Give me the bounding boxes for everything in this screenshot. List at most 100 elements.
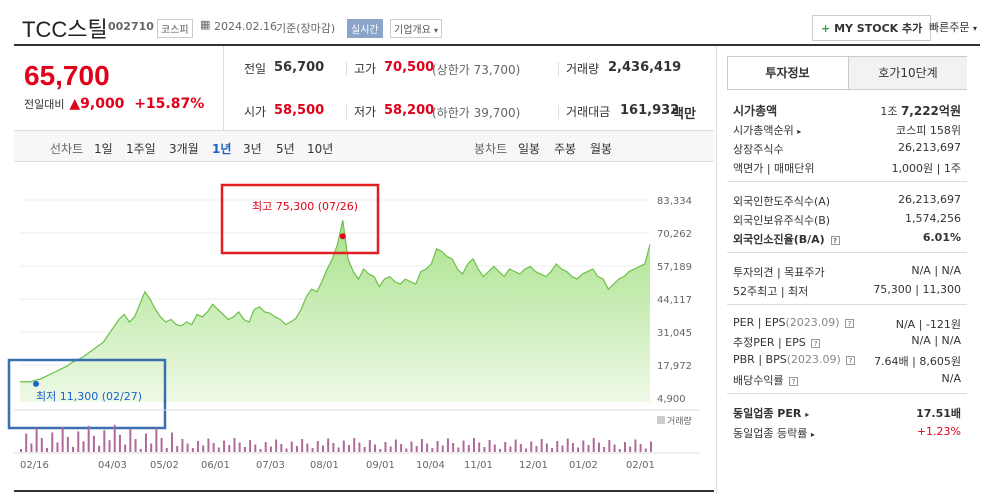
header-divider — [14, 44, 980, 46]
volume-bar — [275, 439, 278, 452]
volume-bar — [353, 438, 356, 452]
period-10y[interactable]: 10년 — [307, 142, 334, 156]
period-1y[interactable]: 1년 — [212, 142, 232, 156]
foreign-ratio-row: 외국인소진율(B/A) ? 6.01% — [733, 231, 961, 246]
shares-row: 상장주식수 26,213,697 — [733, 141, 961, 156]
volume-bar — [144, 433, 147, 452]
sector-change-row: 동일업종 등락률 ▸ +1.23% — [733, 425, 961, 440]
volume-bar — [597, 442, 600, 452]
prev-label: 전일 — [244, 62, 267, 76]
panel-divider — [716, 46, 717, 494]
volume-bar — [618, 449, 621, 452]
divider — [727, 393, 967, 394]
volume-bar — [582, 440, 585, 452]
volume-label: 거래량 — [566, 62, 600, 76]
y-tick-label: 4,900 — [657, 394, 686, 405]
volume-bar — [478, 442, 481, 452]
help-icon[interactable]: ? — [846, 355, 856, 365]
tab-order-book[interactable]: 호가10단계 — [848, 57, 967, 89]
company-overview-button[interactable]: 기업개요 ▾ — [390, 19, 443, 38]
volume-bar — [556, 441, 559, 452]
calendar-icon: ▦ — [200, 18, 211, 31]
x-tick-label: 11/01 — [464, 460, 493, 471]
period-1d[interactable]: 1일 — [94, 142, 113, 156]
low-marker — [33, 380, 39, 387]
volume-bar — [46, 447, 49, 452]
period-5y[interactable]: 5년 — [276, 142, 295, 156]
x-tick-label: 09/01 — [366, 460, 395, 471]
volume-bar — [415, 446, 418, 452]
volume-bar — [431, 448, 434, 452]
volume-bar — [290, 441, 293, 452]
volume-bar — [608, 440, 611, 452]
volume-bar — [269, 446, 272, 452]
x-tick-label: 02/16 — [20, 460, 49, 471]
line-chart-label: 선차트 — [50, 142, 84, 156]
up-triangle-icon: ▲ — [69, 96, 81, 112]
volume-bar — [311, 448, 314, 452]
volume-bar — [457, 447, 460, 452]
volume-bar — [295, 446, 298, 452]
y-tick-label: 31,045 — [657, 328, 692, 339]
quick-order-link[interactable]: 빠른주문 ▾ — [929, 21, 977, 34]
y-tick-label: 57,189 — [657, 262, 692, 273]
volume-bar — [56, 442, 59, 452]
x-tick-label: 05/02 — [150, 460, 179, 471]
volume-bar — [472, 438, 475, 452]
plus-icon: + — [821, 22, 831, 35]
candle-monthly[interactable]: 월봉 — [590, 142, 613, 156]
volume-bar — [113, 424, 116, 452]
my-stock-button[interactable]: + MY STOCK 추가 — [812, 15, 932, 41]
period-3m[interactable]: 3개월 — [169, 142, 199, 156]
amount-unit: 백만 — [672, 107, 696, 122]
help-icon[interactable]: ? — [811, 338, 821, 348]
x-tick-label: 10/04 — [416, 460, 445, 471]
y-tick-label: 17,972 — [657, 361, 692, 372]
period-3y[interactable]: 3년 — [243, 142, 262, 156]
low-annotation: 최저 11,300 (02/27) — [36, 390, 142, 403]
divider — [346, 62, 347, 76]
help-icon[interactable]: ? — [845, 318, 855, 328]
volume-bar — [61, 427, 64, 452]
footer-divider — [14, 490, 714, 492]
x-tick-label: 02/01 — [626, 460, 655, 471]
volume-bar — [249, 440, 252, 452]
volume-bar — [285, 448, 288, 452]
help-icon[interactable]: ? — [789, 376, 799, 386]
prev-value: 56,700 — [274, 60, 325, 75]
period-1w[interactable]: 1주일 — [126, 142, 156, 156]
y-tick-label: 44,117 — [657, 295, 692, 306]
volume-bar — [197, 441, 200, 452]
realtime-badge[interactable]: 실시간 — [347, 19, 383, 38]
volume-value: 2,436,419 — [608, 60, 682, 75]
low-value: 58,200 — [384, 103, 435, 118]
candle-daily[interactable]: 일봉 — [518, 142, 541, 156]
volume-bar — [82, 441, 85, 452]
high-value: 70,500 — [384, 60, 435, 75]
volume-bar — [483, 447, 486, 452]
volume-bar — [389, 446, 392, 452]
help-icon[interactable]: ? — [830, 235, 840, 245]
price-chart[interactable]: 83,334 70,262 57,189 44,117 31,045 17,972 4,90… — [0, 162, 716, 492]
volume-bar — [217, 447, 220, 452]
volume-bar — [332, 443, 335, 452]
volume-bar — [400, 444, 403, 452]
x-tick-label: 12/01 — [519, 460, 548, 471]
sector-per-row: 동일업종 PER ▸ 17.51배 — [733, 407, 961, 420]
volume-bar — [280, 444, 283, 452]
volume-bar — [118, 434, 121, 452]
volume-bar — [488, 440, 491, 452]
per-eps-row: PER | EPS(2023.09) ? N/A | -121원 — [733, 316, 961, 331]
volume-bar — [160, 438, 163, 452]
tab-investment-info[interactable]: 투자정보 — [728, 57, 847, 89]
volume-bar — [228, 445, 231, 452]
volume-bar — [243, 447, 246, 452]
volume-bar — [436, 441, 439, 452]
upper-limit: (상한가 73,700) — [432, 63, 521, 77]
candle-weekly[interactable]: 주봉 — [554, 142, 577, 156]
volume-bar — [634, 439, 637, 452]
volume-bar — [629, 446, 632, 452]
date-suffix: 기준(장마감) — [276, 22, 336, 35]
x-tick-label: 07/03 — [256, 460, 285, 471]
volume-bar — [639, 444, 642, 452]
